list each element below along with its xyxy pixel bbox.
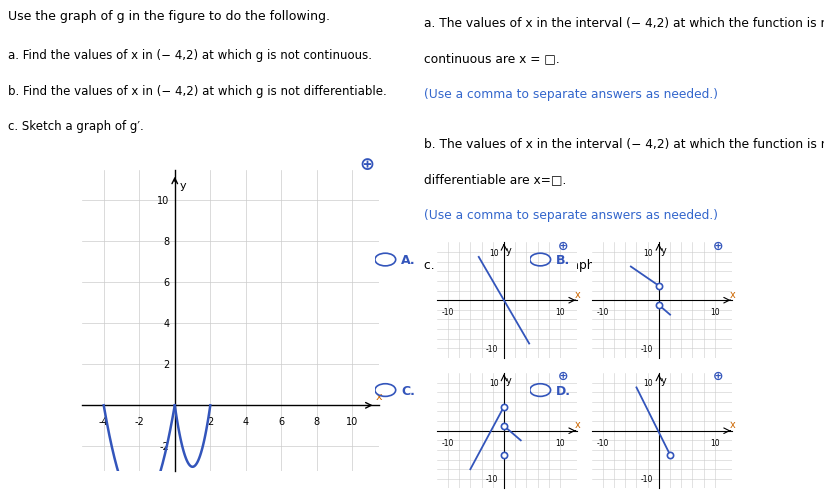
Text: D.: D. xyxy=(555,384,571,397)
Text: ⊕: ⊕ xyxy=(713,239,723,252)
Text: 10: 10 xyxy=(489,378,499,387)
Text: 4: 4 xyxy=(243,416,249,426)
Text: 10: 10 xyxy=(710,308,719,317)
Text: 10: 10 xyxy=(644,378,653,387)
Text: 10: 10 xyxy=(710,438,719,447)
Text: x: x xyxy=(730,289,736,299)
Text: 6: 6 xyxy=(279,416,284,426)
Text: 10: 10 xyxy=(489,248,499,257)
Text: 10: 10 xyxy=(346,416,358,426)
Text: 2: 2 xyxy=(163,360,170,370)
Text: -10: -10 xyxy=(641,474,653,483)
Text: A.: A. xyxy=(400,254,415,267)
Text: -10: -10 xyxy=(597,308,609,317)
Text: x: x xyxy=(376,391,382,401)
Text: -10: -10 xyxy=(641,344,653,353)
Text: 10: 10 xyxy=(157,196,170,206)
Text: -2: -2 xyxy=(160,441,170,451)
Text: ⊕: ⊕ xyxy=(713,369,723,382)
Text: 6: 6 xyxy=(163,278,170,288)
Text: b. Find the values of x in (− 4,2) at which g is not differentiable.: b. Find the values of x in (− 4,2) at wh… xyxy=(8,84,387,97)
Text: C.: C. xyxy=(400,384,414,397)
Text: y: y xyxy=(661,376,667,386)
Text: 2: 2 xyxy=(207,416,213,426)
Text: y: y xyxy=(506,376,512,386)
Text: ⊕: ⊕ xyxy=(359,155,374,173)
Text: 10: 10 xyxy=(555,308,564,317)
Text: -10: -10 xyxy=(486,344,499,353)
Text: -2: -2 xyxy=(134,416,144,426)
Text: differentiable are x=□.: differentiable are x=□. xyxy=(424,173,567,186)
Text: (Use a comma to separate answers as needed.): (Use a comma to separate answers as need… xyxy=(424,88,719,101)
Text: -4: -4 xyxy=(99,416,109,426)
Text: B.: B. xyxy=(555,254,570,267)
Text: b. The values of x in the interval (− 4,2) at which the function is not: b. The values of x in the interval (− 4,… xyxy=(424,137,824,150)
Text: -10: -10 xyxy=(442,308,454,317)
Text: a. The values of x in the interval (− 4,2) at which the function is not: a. The values of x in the interval (− 4,… xyxy=(424,17,824,30)
Text: x: x xyxy=(575,289,581,299)
Text: c. Choose the correct graph below.: c. Choose the correct graph below. xyxy=(424,258,638,271)
Text: Use the graph of g in the figure to do the following.: Use the graph of g in the figure to do t… xyxy=(8,10,330,23)
Text: 8: 8 xyxy=(163,237,170,247)
Text: x: x xyxy=(730,419,736,429)
Text: c. Sketch a graph of g′.: c. Sketch a graph of g′. xyxy=(8,119,144,132)
Text: -10: -10 xyxy=(597,438,609,447)
Text: ⊕: ⊕ xyxy=(558,369,568,382)
Text: 8: 8 xyxy=(314,416,320,426)
Text: y: y xyxy=(506,245,512,256)
Text: a. Find the values of x in (− 4,2) at which g is not continuous.: a. Find the values of x in (− 4,2) at wh… xyxy=(8,49,372,62)
Text: -10: -10 xyxy=(486,474,499,483)
Text: x: x xyxy=(575,419,581,429)
Text: -10: -10 xyxy=(442,438,454,447)
Text: continuous are x = □.: continuous are x = □. xyxy=(424,52,560,65)
Text: 10: 10 xyxy=(644,248,653,257)
Text: (Use a comma to separate answers as needed.): (Use a comma to separate answers as need… xyxy=(424,208,719,221)
Text: ⊕: ⊕ xyxy=(558,239,568,252)
Text: 4: 4 xyxy=(163,319,170,329)
Text: y: y xyxy=(661,245,667,256)
Text: y: y xyxy=(179,180,186,190)
Text: 10: 10 xyxy=(555,438,564,447)
